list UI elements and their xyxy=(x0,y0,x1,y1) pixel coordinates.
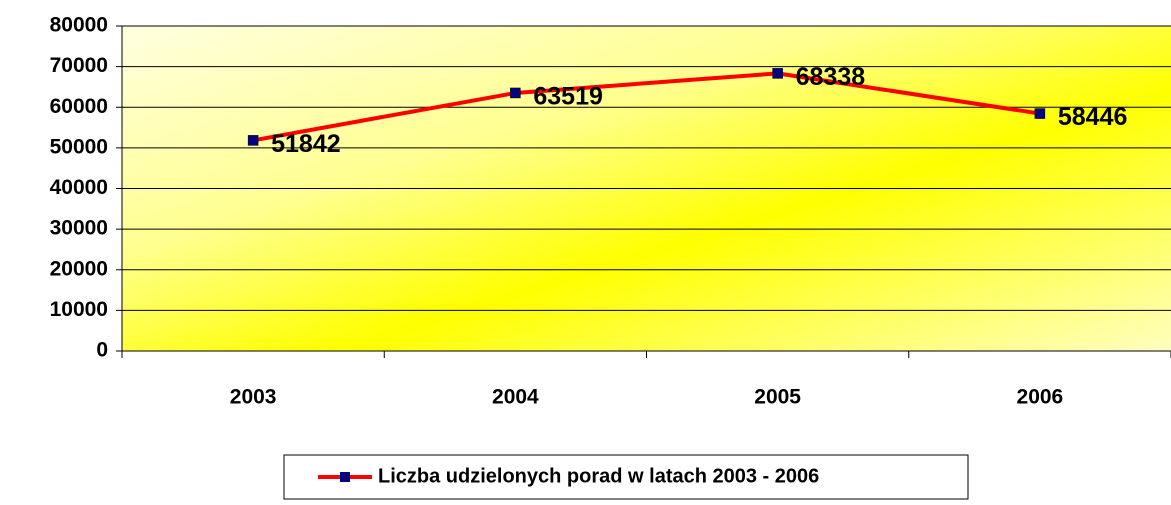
y-tick-label: 60000 xyxy=(50,95,108,118)
x-tick-label: 2003 xyxy=(230,386,277,409)
series-line xyxy=(252,71,1041,143)
y-tick-label: 40000 xyxy=(50,176,108,199)
data-label: 68338 xyxy=(796,63,866,91)
legend xyxy=(283,454,969,500)
y-tick-label: 30000 xyxy=(50,217,108,240)
data-label: 58446 xyxy=(1058,103,1128,131)
marker xyxy=(1034,108,1046,119)
data-label: 63519 xyxy=(533,83,603,111)
marker xyxy=(772,68,783,79)
y-tick-label: 70000 xyxy=(50,54,108,77)
y-tick-label: 80000 xyxy=(50,14,108,37)
x-tick-label: 2005 xyxy=(754,386,801,409)
data-label: 51842 xyxy=(271,130,341,158)
x-tick-label: 2004 xyxy=(492,386,539,409)
x-tick-label: 2006 xyxy=(1017,386,1064,409)
legend-label: Liczba udzielonych porad w latach 2003 -… xyxy=(378,465,819,487)
y-tick-label: 10000 xyxy=(50,298,108,321)
y-tick-label: 0 xyxy=(96,339,108,362)
y-tick-label: 20000 xyxy=(50,257,108,280)
marker xyxy=(510,87,521,99)
marker xyxy=(247,135,259,146)
legend-marker xyxy=(340,472,350,482)
y-tick-label: 50000 xyxy=(50,135,108,158)
